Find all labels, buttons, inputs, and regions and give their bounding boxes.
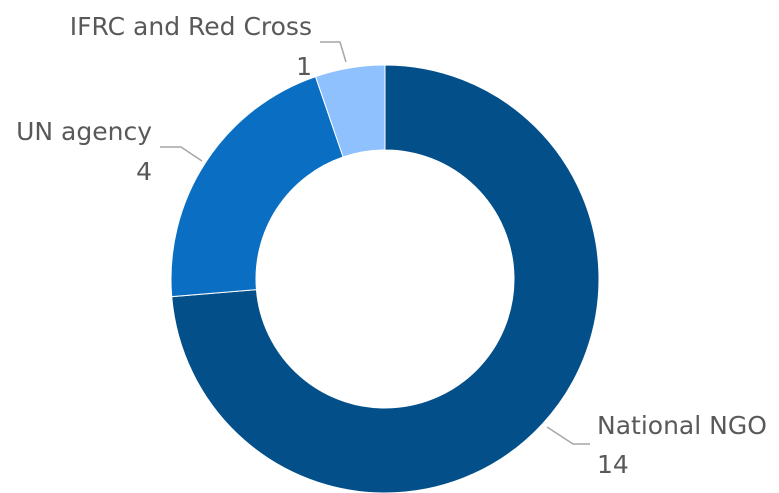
leader-lines (160, 41, 590, 445)
data-label-name-un-agency: UN agency (16, 117, 152, 146)
leader-line-un-agency (160, 146, 203, 162)
data-labels: National NGO 14 UN agency 4 IFRC and Red Cro… (16, 12, 767, 479)
data-label-value-national-ngo: 14 (597, 450, 629, 479)
donut-slices (170, 64, 600, 493)
leader-line-national-ngo (546, 426, 590, 445)
leader-line-ifrc-and-red-cross (320, 41, 347, 63)
slice-un-agency (170, 75, 344, 298)
data-label-name-ifrc-and-red-cross: IFRC and Red Cross (70, 12, 312, 41)
data-label-value-un-agency: 4 (136, 157, 152, 186)
slice-ifrc-and-red-cross (314, 64, 386, 158)
slice-national-ngo (171, 64, 600, 493)
data-label-name-national-ngo: National NGO (597, 411, 767, 440)
data-label-value-ifrc-and-red-cross: 1 (296, 52, 312, 81)
